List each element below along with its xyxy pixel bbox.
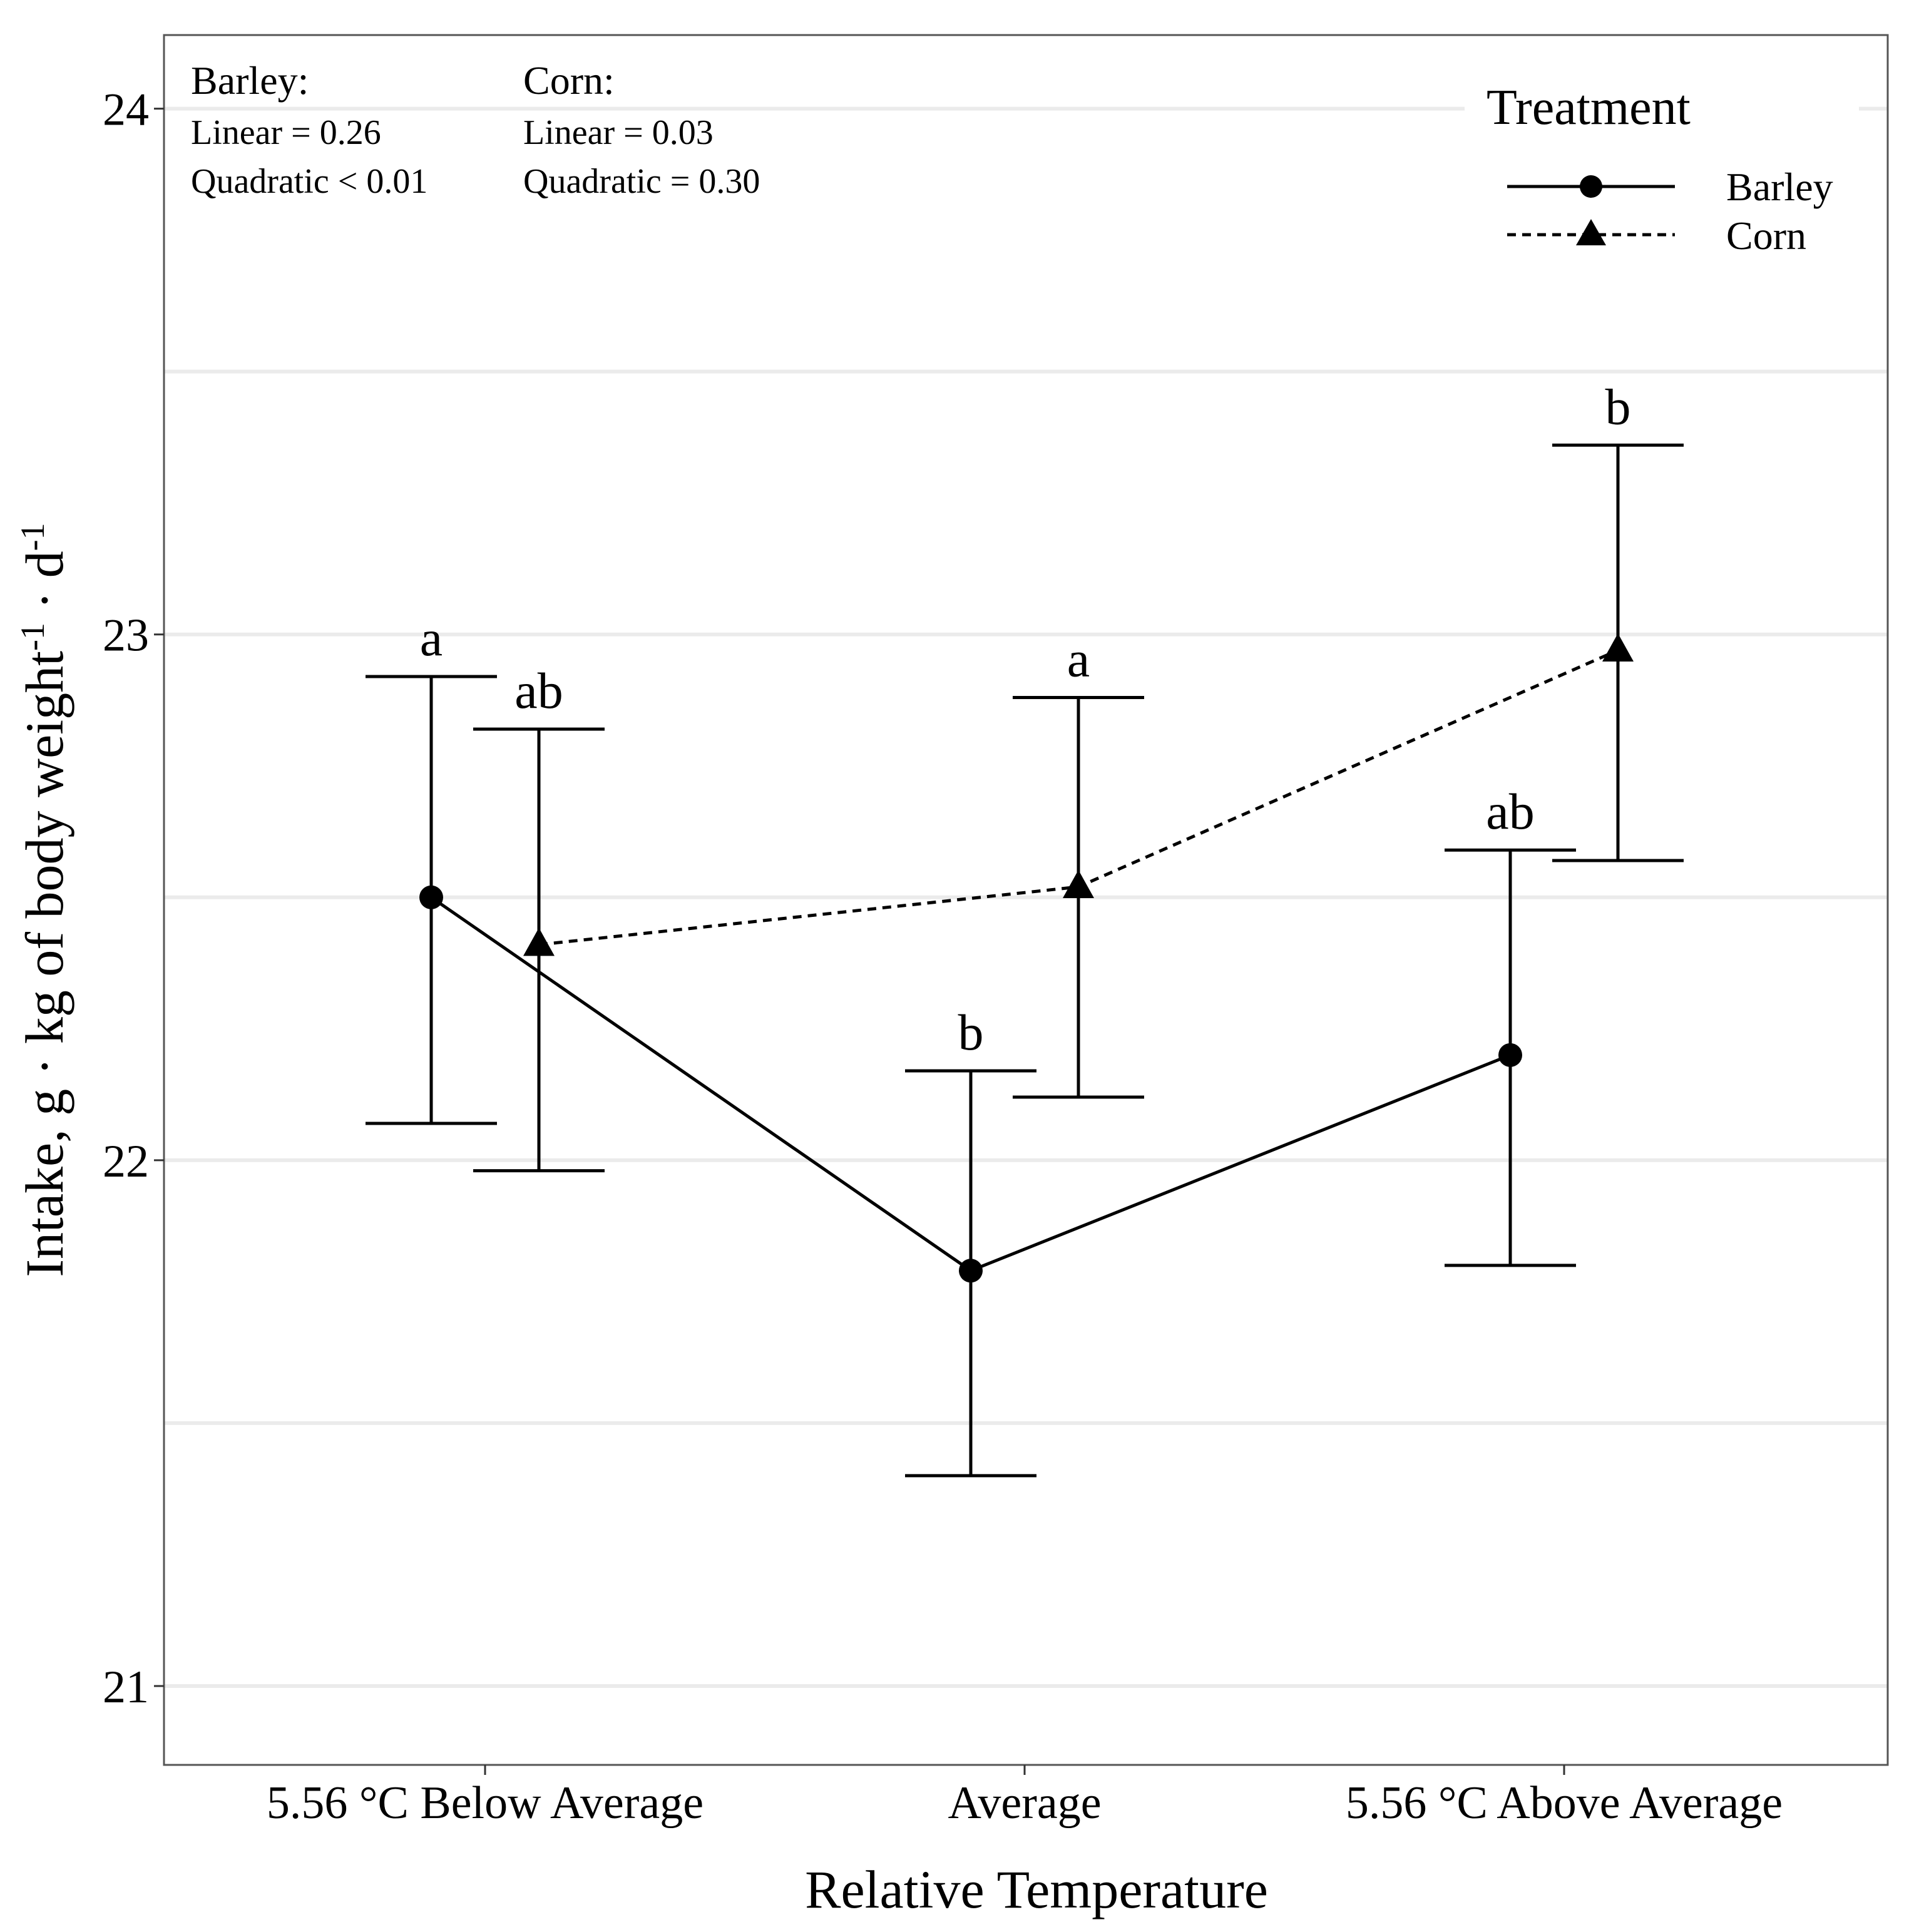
- y-axis-title-mid: · d: [14, 551, 74, 623]
- corn-significance-letter: ab: [514, 662, 563, 719]
- y-axis-title: Intake, g · kg of body weight-1 · d-1: [14, 523, 74, 1277]
- y-tick-label: 24: [103, 84, 149, 136]
- annotation-barley-quadratic: Quadratic < 0.01: [191, 162, 427, 201]
- legend: Treatment Barley Corn: [1465, 75, 1859, 269]
- y-tick-label: 21: [103, 1662, 149, 1713]
- y-tick-label: 22: [103, 1136, 149, 1187]
- corn-point: [523, 928, 555, 956]
- stats-annotation: Barley: Linear = 0.26 Quadratic < 0.01 C…: [191, 58, 760, 201]
- barley-significance-letter: a: [420, 610, 443, 667]
- y-axis-title-sup-2: -1: [14, 523, 51, 551]
- legend-barley-label: Barley: [1726, 165, 1833, 209]
- annotation-corn-linear: Linear = 0.03: [523, 113, 714, 152]
- legend-corn-label: Corn: [1726, 213, 1806, 258]
- legend-barley-marker: [1580, 175, 1602, 198]
- legend-corn-marker: [1576, 219, 1606, 245]
- legend-title: Treatment: [1487, 80, 1691, 135]
- corn-significance-letter: b: [1605, 378, 1631, 435]
- barley-point: [419, 885, 443, 909]
- corn-significance-letter: a: [1067, 631, 1090, 688]
- grid-lines: [164, 106, 1888, 1688]
- corn-point: [1063, 869, 1094, 898]
- barley-point: [959, 1259, 983, 1283]
- barley-significance-letter: b: [958, 1004, 984, 1061]
- annotation-barley-linear: Linear = 0.26: [191, 113, 381, 152]
- y-axis-title-main: Intake, g · kg of body weight: [14, 651, 74, 1277]
- plot-panel: [163, 34, 1889, 1766]
- corn-point: [1602, 633, 1634, 662]
- barley-point: [1498, 1043, 1522, 1067]
- annotation-corn-quadratic: Quadratic = 0.30: [523, 162, 760, 201]
- x-tick-label: 5.56 °C Below Average: [267, 1777, 704, 1829]
- x-tick-label: 5.56 °C Above Average: [1346, 1777, 1783, 1829]
- y-tick-label: 23: [103, 610, 149, 662]
- barley-significance-letter: ab: [1486, 783, 1534, 840]
- y-axis-title-sup-1: -1: [14, 623, 51, 651]
- annotation-corn-title: Corn:: [523, 58, 615, 103]
- axes: 21 22 23 24 5.56 °C Below Average Average 5.56…: [103, 84, 1783, 1829]
- x-tick-label: Average: [948, 1777, 1101, 1829]
- annotation-barley-title: Barley:: [191, 58, 309, 103]
- x-axis-title: Relative Temperature: [805, 1859, 1268, 1919]
- legend-background: [1465, 75, 1859, 269]
